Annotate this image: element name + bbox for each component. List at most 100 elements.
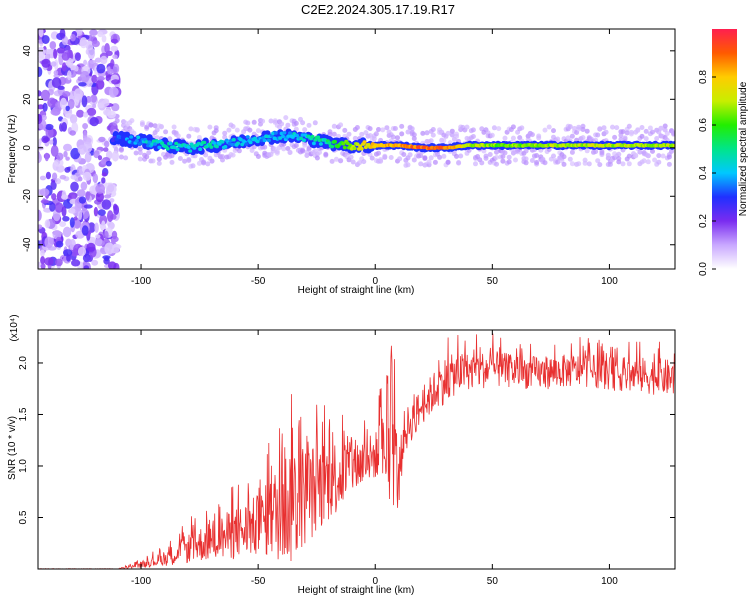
spectrogram-halo-cell [626,161,632,167]
spectrogram-noise-cell [44,236,54,249]
spectrogram-halo-cell [483,153,489,159]
spectrogram-noise-cell [94,222,99,233]
spectrogram-halo-cell [555,136,561,142]
spectrogram-x-tick-label: 50 [487,276,499,287]
spectrogram-noise-cell [53,70,59,76]
spectrogram-ridge-cell [129,135,134,139]
snr-y-tick-label: 0.5 [18,510,29,524]
spectrogram-ridge-cell [223,145,228,149]
spectrogram-halo-cell [338,158,344,164]
spectrogram-halo-cell [306,146,312,152]
spectrogram-halo-cell [584,148,590,154]
spectrogram-halo-cell [580,127,586,132]
spectrogram-noise-cell [52,137,57,147]
snr-y-tick-label: 2.0 [18,356,29,370]
spectrogram-halo-cell [399,131,405,137]
spectrogram-plot-area [38,29,675,269]
spectrogram-noise-cell [63,249,73,257]
spectrogram-halo-cell [279,121,285,127]
spectrogram-halo-cell [373,131,379,137]
spectrogram-halo-cell [561,161,567,167]
spectrogram-ridge-cell [299,136,304,141]
spectrogram-halo-cell [420,130,426,136]
spectrogram-x-tick-label: 100 [601,276,618,287]
spectrogram-noise-cell [104,140,110,148]
spectrogram-halo-cell [669,148,674,154]
spectrogram-halo-cell [671,131,675,136]
spectrogram-halo-cell [593,137,599,143]
spectrogram-ridge-cell [245,135,250,139]
spectrogram-ridge-cell [341,141,346,146]
spectrogram-halo-cell [658,125,664,131]
spectrogram-ridge-cell [150,142,155,146]
spectrogram-noise-cell [43,137,50,142]
spectrogram-halo-cell [656,129,662,135]
spectrogram-halo-cell [357,160,362,166]
snr-x-tick-label: -100 [131,576,151,587]
spectrogram-noise-cell [42,102,48,112]
spectrogram-ridge-cell [255,139,260,144]
spectrogram-noise-cell [47,97,57,108]
spectrogram-noise-cell [95,234,101,239]
spectrogram-ridge-cell [134,139,139,143]
spectrogram-halo-cell [196,160,202,166]
spectrogram-noise-cell [65,156,70,161]
spectrogram-halo-cell [643,136,649,142]
spectrogram-halo-cell [405,129,411,135]
spectrogram-noise-cell [91,40,100,48]
snr-x-tick-label: -50 [251,576,266,587]
spectrogram-noise-cell [55,240,64,248]
spectrogram-halo-cell [255,154,261,159]
spectrogram-noise-cell [110,45,119,52]
spectrogram-halo-cell [306,122,312,128]
spectrogram-noise-cell [112,243,120,254]
spectrogram-halo-cell [188,126,194,132]
spectrogram-noise-cell [51,193,57,201]
spectrogram-halo-cell [118,147,124,153]
spectrogram-noise-cell [95,191,105,203]
spectrogram-halo-cell [510,135,516,141]
spectrogram-halo-cell [576,161,582,167]
spectrogram-noise-cell [62,91,71,97]
spectrogram-ridge-cell [281,134,285,139]
spectrogram-halo-cell [628,131,634,137]
snr-x-tick-label: 50 [487,576,499,587]
figure-title: C2E2.2024.305.17.19.R17 [301,2,455,17]
spectrogram-y-tick-label: 40 [22,45,33,57]
snr-y-tick-label: 1.0 [18,459,29,473]
colorbar-tick-label: 0.2 [698,214,709,228]
spectrogram-halo-cell [220,154,225,160]
spectrogram-halo-cell [479,160,485,166]
spectrogram-noise-cell [81,95,88,108]
spectrogram-halo-cell [569,149,575,155]
spectrogram-noise-cell [38,224,43,230]
spectrogram-halo-cell [620,161,626,167]
spectrogram-halo-cell [610,124,615,130]
spectrogram-ridge-cell [342,145,347,150]
spectrogram-noise-cell [71,259,81,267]
spectrogram-noise-cell [44,219,51,229]
spectrogram-halo-cell [534,160,540,165]
spectrogram-noise-cell [70,147,81,160]
spectrogram-halo-cell [470,134,476,139]
spectrogram-noise-cell [70,34,76,42]
spectrogram-halo-cell [156,160,162,166]
spectrogram-ridge-cell [300,133,305,137]
spectrogram-halo-cell [182,158,188,164]
spectrogram-halo-cell [384,125,390,131]
spectrogram-noise-cell [112,54,118,60]
spectrogram-noise-cell [103,147,109,152]
spectrogram-halo-cell [639,125,645,130]
spectrogram-halo-cell [422,156,428,161]
spectrogram-halo-cell [614,125,620,131]
spectrogram-halo-cell [426,159,432,165]
spectrogram-halo-cell [201,160,207,166]
spectrogram-halo-cell [603,129,609,135]
spectrogram-halo-cell [487,152,493,157]
spectrogram-ridge-cell [295,133,299,138]
spectrogram-noise-cell [89,29,98,36]
spectrogram-noise-cell [96,76,106,81]
spectrogram-noise-cell [43,48,54,55]
spectrogram-halo-cell [144,154,150,160]
